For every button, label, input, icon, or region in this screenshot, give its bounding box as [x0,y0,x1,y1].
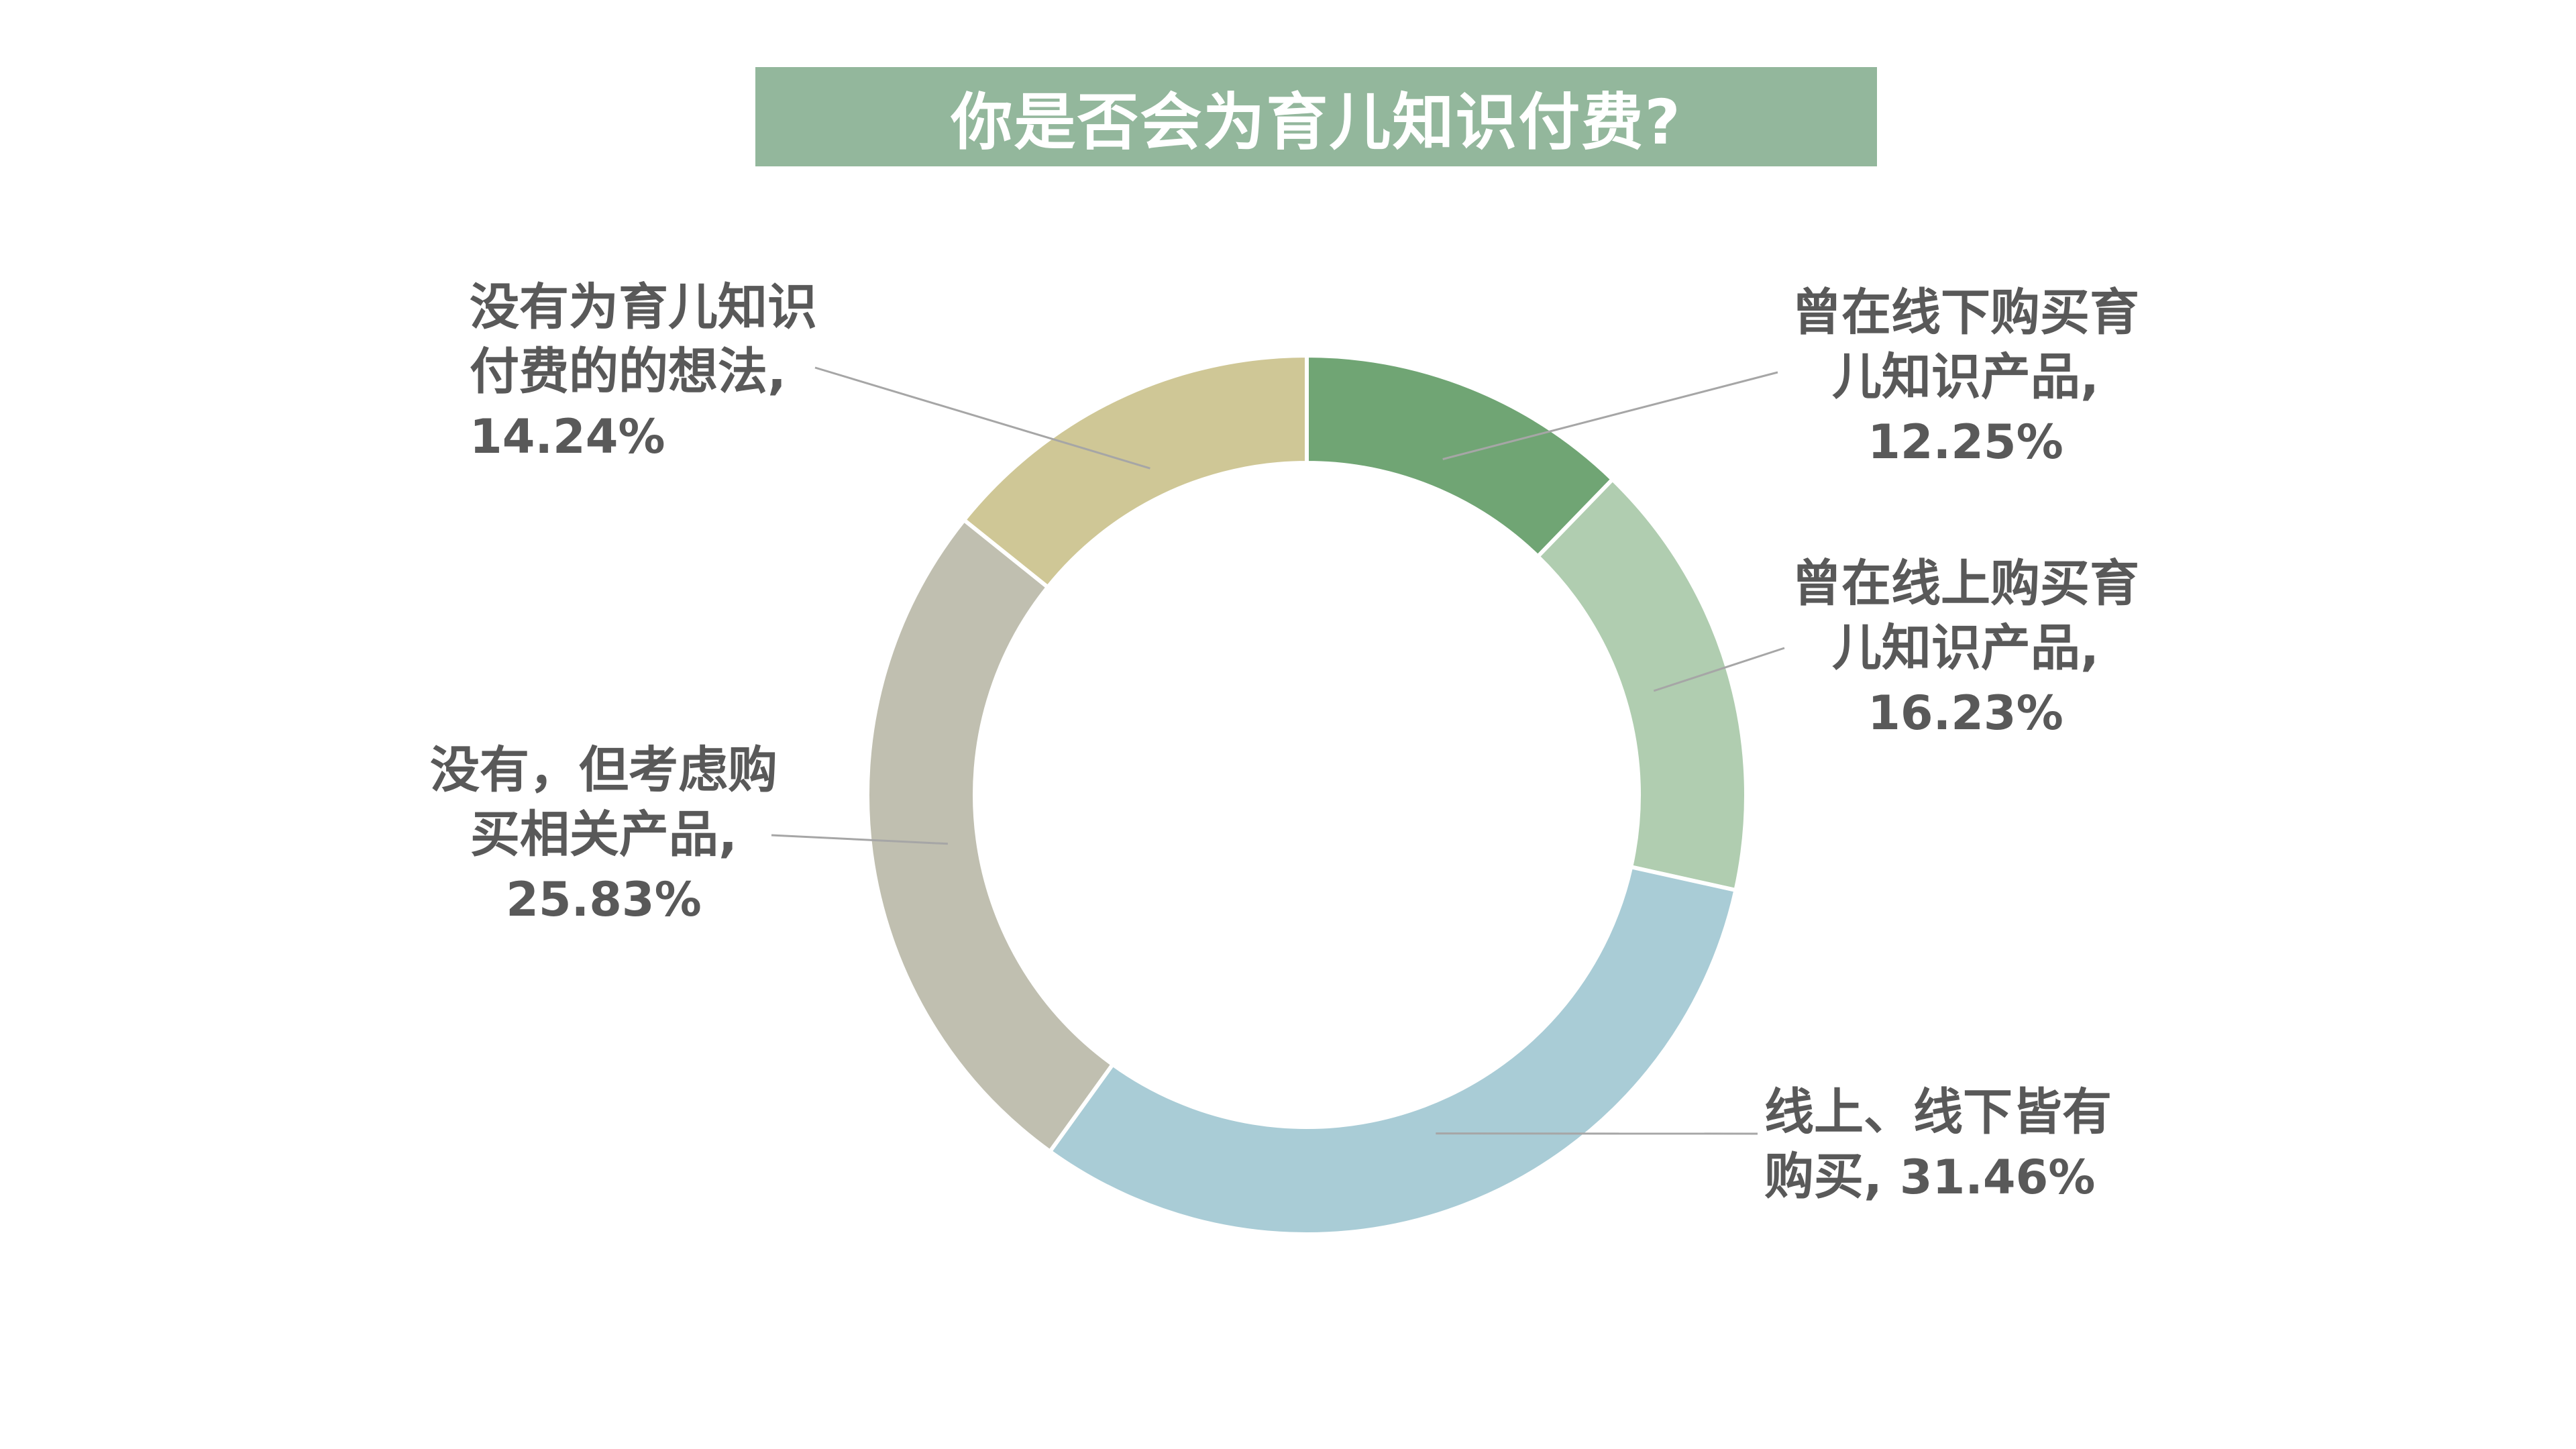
leader-line-no-intent [814,366,1150,470]
title-banner: 你是否会为育儿知识付费? [755,67,1877,166]
data-label-no-intent: 没有为育儿知识付费的的想法, 14.24% [470,278,817,464]
slice-online [1535,476,1748,893]
data-label-both: 线上、线下皆有购买, 31.46% [1764,1083,2112,1205]
data-label-no-intent-value: 14.24% [470,409,665,464]
data-label-online: 曾在线上购买育儿知识产品, 16.23% [1792,555,2139,741]
data-label-online-text: 曾在线上购买育儿知识产品 [1792,555,2139,677]
data-label-offline: 曾在线下购买育儿知识产品, 12.25% [1792,284,2139,470]
leader-line-online [1653,647,1785,692]
data-label-no-intent-text: 没有为育儿知识付费的的想法 [470,278,817,400]
slice-both [1047,864,1739,1236]
leader-lines [771,366,1785,1135]
data-label-offline-value: 12.25% [1868,415,2063,470]
data-label-considering: 没有，但考虑购买相关产品, 25.83% [430,741,777,927]
leader-line-offline [1442,371,1778,460]
chart-title: 你是否会为育儿知识付费? [951,86,1682,158]
slices-group [865,353,1748,1236]
data-label-both-text: 线上、线下皆有购买 [1764,1083,2112,1205]
data-label-considering-value: 25.83% [506,872,702,927]
data-label-both-value: 31.46% [1899,1150,2096,1205]
leader-line-considering [771,834,949,845]
slice-considering [865,517,1116,1155]
data-label-online-value: 16.23% [1868,686,2063,741]
slice-no-intent [961,353,1309,590]
data-label-considering-text: 没有，但考虑购买相关产品 [430,741,777,863]
data-label-offline-text: 曾在线下购买育儿知识产品 [1792,284,2139,406]
